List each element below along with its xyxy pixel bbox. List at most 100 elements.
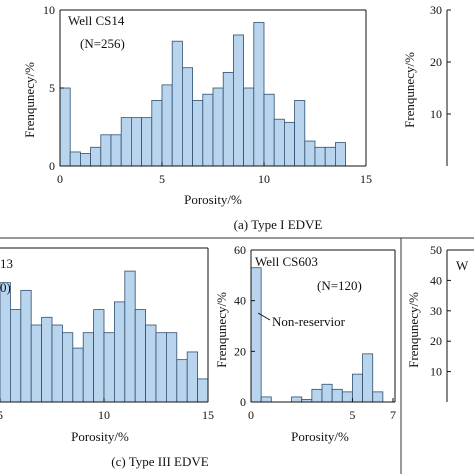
histogram-bar: [202, 93, 214, 167]
x-tick-label: 5: [159, 172, 165, 186]
histogram-bar: [130, 117, 142, 167]
panel-a-x-label: Porosity/%: [184, 192, 242, 207]
panel-d-partial: 10 20 30 40 50 W Frenqunecy/%: [406, 243, 474, 402]
panel-d-y-label: Frenqunecy/%: [406, 292, 421, 368]
histogram-bar: [314, 146, 326, 167]
y-tick-label: 50: [430, 243, 442, 257]
y-tick-label: 0: [240, 395, 246, 409]
panel-c-right-n-label: (N=120): [317, 278, 362, 293]
histogram-bar: [30, 324, 43, 403]
panel-c-right-ticks: 0 5 7 0 20 40 60: [234, 243, 396, 422]
y-tick-label: 40: [234, 294, 246, 308]
histogram-bar: [192, 100, 204, 167]
panel-a-n-label: (N=256): [80, 36, 125, 51]
histogram-bar: [141, 117, 153, 167]
histogram-bar: [151, 100, 163, 167]
histogram-bar: [176, 359, 188, 403]
x-tick-label: 15: [360, 172, 372, 186]
histogram-bar: [20, 289, 32, 403]
histogram-bar: [263, 93, 275, 167]
histogram-bar: [197, 378, 209, 403]
histogram-bar: [362, 353, 374, 403]
histogram-bar: [311, 388, 323, 403]
histogram-bar: [283, 121, 295, 167]
histogram-bar: [222, 72, 234, 167]
y-tick-label: 0: [49, 159, 55, 173]
histogram-bar: [341, 391, 353, 403]
panel-c-right-y-label: Frenqunecy/%: [214, 292, 229, 368]
histogram-bar: [124, 270, 136, 403]
x-tick-label: 5: [349, 408, 355, 422]
y-tick-label: 20: [430, 55, 442, 69]
histogram-bar: [212, 87, 224, 167]
histogram-bar: [103, 332, 115, 403]
panel-a-ticks: 0 5 10 15 0 5 10: [43, 3, 372, 186]
x-tick-label: 10: [258, 172, 270, 186]
histogram-bar: [260, 396, 272, 403]
histogram-bar: [171, 40, 183, 167]
histogram-bar: [80, 153, 92, 167]
histogram-bar: [145, 324, 157, 403]
histogram-bar: [352, 373, 363, 403]
histogram-bar: [181, 67, 193, 167]
histogram-bar: [232, 34, 244, 167]
histogram-bar: [100, 134, 112, 167]
histogram-bar: [62, 332, 74, 403]
histogram-bar: [93, 309, 105, 403]
histogram-bar: [90, 146, 102, 167]
histogram-bar: [51, 324, 63, 403]
histogram-bar: [291, 396, 303, 403]
panel-a-y-label: Frenqunecy/%: [22, 62, 37, 138]
histogram-bar: [69, 151, 81, 167]
x-tick-label: 0: [57, 172, 63, 186]
panel-c-left-n-label: 0): [0, 280, 11, 295]
panel-c-caption: (c) Type III EDVE: [111, 454, 208, 469]
histogram-bar: [9, 309, 22, 403]
panel-a-caption: (a) Type I EDVE: [234, 217, 323, 232]
histogram-bar: [0, 282, 11, 403]
y-tick-label: 60: [234, 243, 246, 257]
y-tick-label: 40: [430, 273, 442, 287]
panel-c-left-bars: [0, 270, 209, 403]
histogram-bar: [294, 100, 306, 167]
panel-c-right-x-label: Porosity/%: [291, 429, 349, 444]
panel-b-ticks: 10 20 30: [430, 3, 451, 121]
histogram-bar: [59, 87, 71, 167]
histogram-bar: [186, 351, 198, 403]
histogram-bar: [155, 332, 167, 403]
panel-d-ticks: 10 20 30 40 50: [430, 243, 451, 379]
histogram-bar: [331, 388, 343, 403]
histogram-bar: [165, 332, 178, 403]
panel-c-left-x-label: Porosity/%: [71, 429, 129, 444]
histogram-bar: [372, 391, 384, 403]
x-tick-label: 10: [98, 408, 110, 422]
panel-c-left-well-label: 13: [0, 256, 13, 271]
x-tick-label: 7: [390, 408, 396, 422]
x-tick-label: 5: [0, 408, 3, 422]
histogram-bar: [114, 301, 126, 403]
histogram-bar: [120, 117, 132, 167]
histogram-bar: [334, 142, 346, 167]
panel-a-bars: [59, 22, 346, 167]
histogram-bar: [273, 118, 285, 167]
panel-d-well-label: W: [456, 258, 469, 273]
histogram-bar: [324, 146, 336, 167]
annotation-non-reservoir: Non-reservior: [272, 314, 346, 329]
histogram-bar: [134, 309, 146, 403]
histogram-bar: [82, 332, 94, 403]
histogram-bar: [72, 347, 84, 403]
panel-c-left: 5 10 15 13 0) Porosity/% (c) Type III EDVE: [0, 247, 214, 469]
histogram-bar: [250, 267, 262, 403]
histogram-bar: [304, 140, 316, 167]
y-tick-label: 20: [234, 344, 246, 358]
histogram-bar: [253, 22, 265, 167]
x-tick-label: 15: [202, 408, 214, 422]
histogram-bar: [110, 134, 122, 167]
y-tick-label: 5: [49, 81, 55, 95]
panel-a-well-label: Well CS14: [68, 13, 125, 28]
histogram-bar: [321, 383, 333, 403]
annotation-pointer: [257, 312, 271, 321]
panel-b-partial: 10 20 30 Frenqunecy/%: [402, 3, 451, 166]
